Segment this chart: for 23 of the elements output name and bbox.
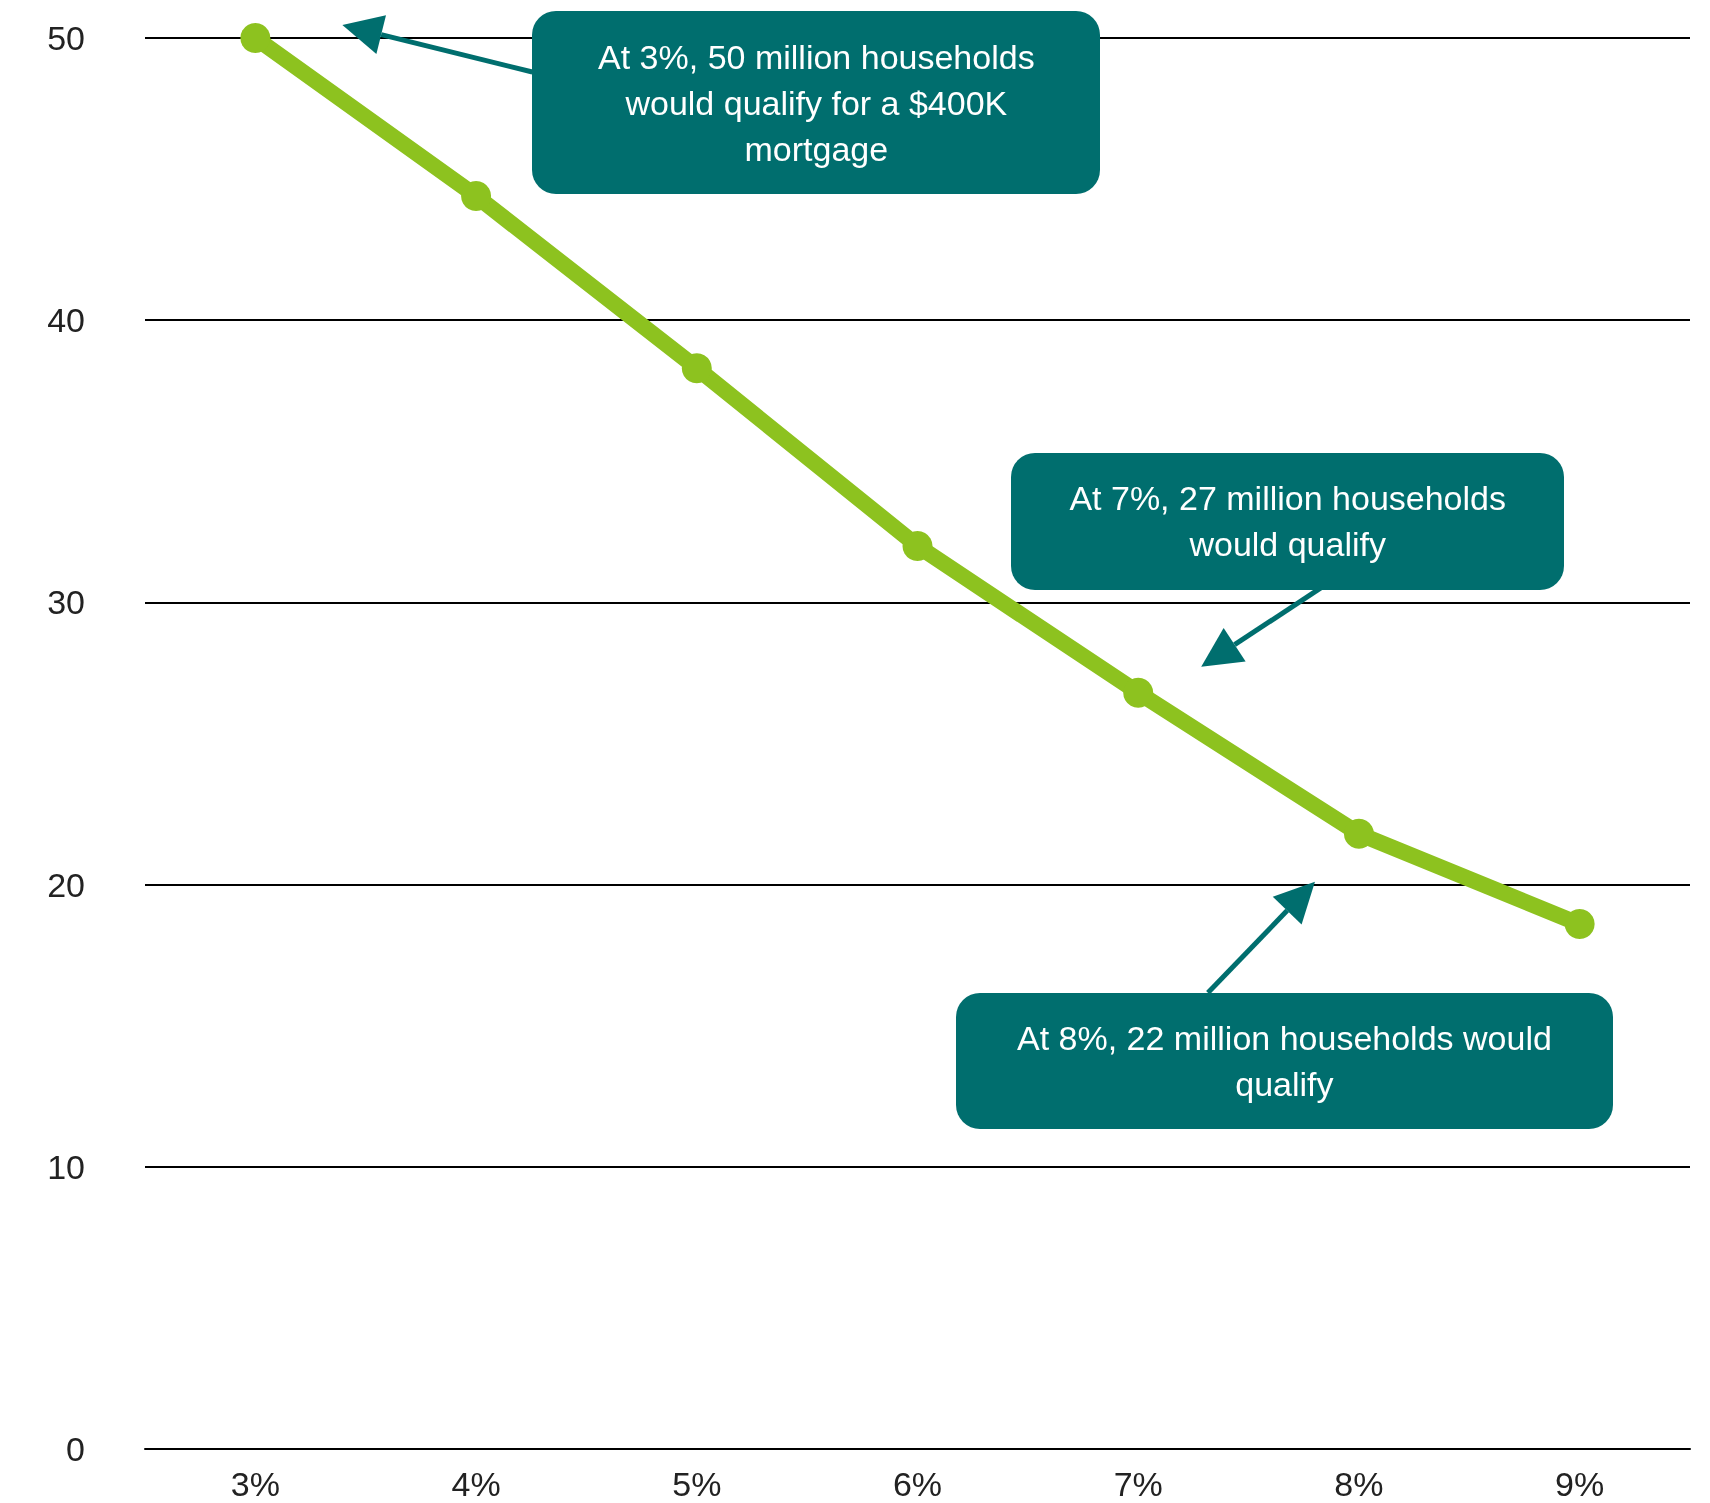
point bbox=[461, 181, 492, 212]
point bbox=[1343, 818, 1374, 849]
point bbox=[681, 353, 712, 384]
x-tick-label: 7% bbox=[1113, 1465, 1163, 1503]
point bbox=[240, 23, 271, 53]
annotation: At 8%, 22 million households would qualify bbox=[1016, 1017, 1553, 1105]
x-tick-label: 4% bbox=[451, 1465, 501, 1503]
x-tick-label: 6% bbox=[892, 1465, 943, 1503]
annotation: At 7%, 27 million households would qualify bbox=[1068, 478, 1507, 566]
y-tick-label: 40 bbox=[47, 301, 85, 340]
y-tick-label: 20 bbox=[47, 865, 85, 904]
x-tick-label: 9% bbox=[1555, 1465, 1605, 1503]
x-tick-label: 3% bbox=[230, 1465, 280, 1503]
point bbox=[902, 530, 933, 561]
y-tick-label: 50 bbox=[47, 19, 85, 57]
point bbox=[1123, 677, 1154, 708]
y-tick-label: 0 bbox=[66, 1430, 85, 1468]
point bbox=[1564, 909, 1595, 940]
y-tick-label: 10 bbox=[47, 1147, 85, 1186]
annotation: At 3%, 50 million households would qualify for a $400K mortgage bbox=[597, 36, 1036, 170]
x-tick-label: 8% bbox=[1334, 1465, 1384, 1503]
x-tick-label: 5% bbox=[672, 1465, 722, 1503]
y-tick-label: 30 bbox=[47, 583, 85, 622]
